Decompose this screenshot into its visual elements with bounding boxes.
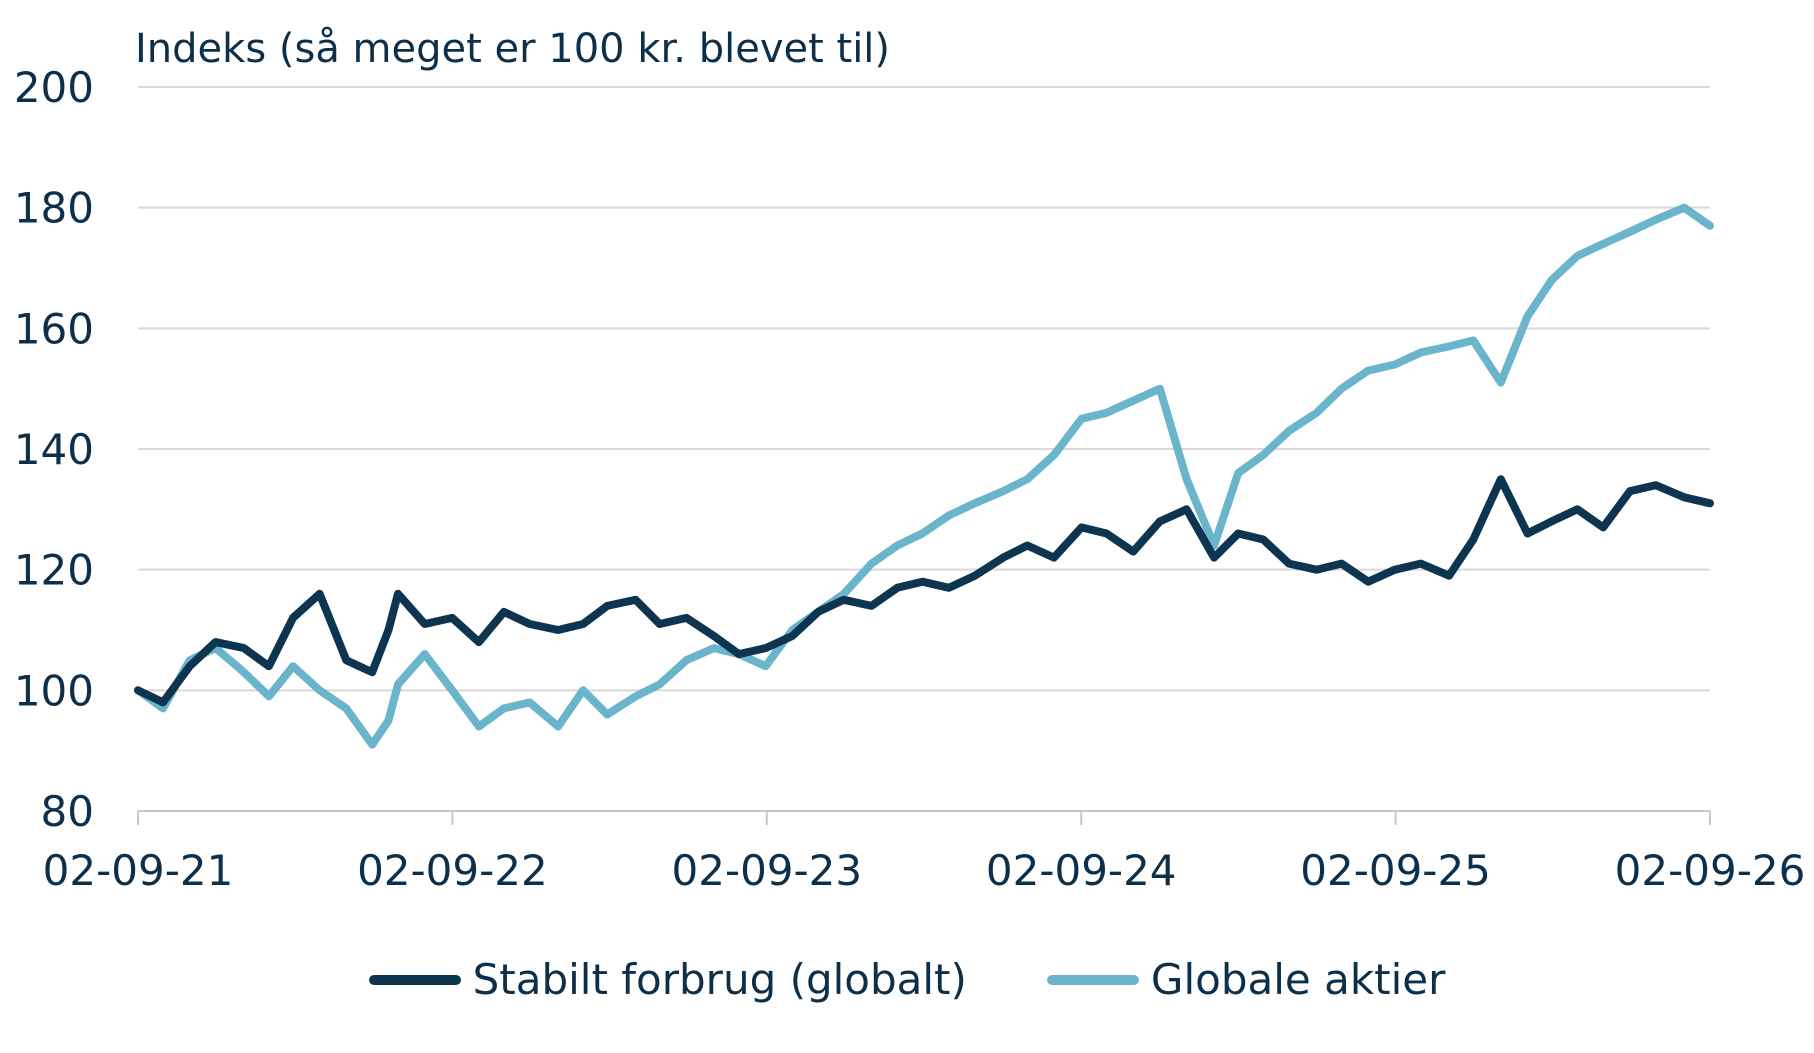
- series-line-globale-aktier: [134, 203, 1714, 749]
- gridlines: [138, 86, 1710, 692]
- legend-label: Globale aktier: [1150, 955, 1446, 1004]
- series-line-stabilt-forbrug: [134, 475, 1714, 707]
- chart-title: Indeks (så meget er 100 kr. blevet til): [135, 26, 890, 72]
- series-lines: [134, 203, 1714, 749]
- legend-swatch: [368, 974, 461, 985]
- legend-label: Stabilt forbrug (globalt): [472, 955, 967, 1004]
- x-axis: 02-09-21 02-09-22 02-09-23 02-09-24 02-09-25…: [43, 810, 1806, 895]
- x-tick-label: 02-09-26: [1615, 846, 1806, 895]
- y-tick-label: 140: [14, 425, 94, 474]
- x-tick-label: 02-09-21: [43, 846, 234, 895]
- x-tick-label: 02-09-24: [986, 846, 1177, 895]
- legend-swatch: [1046, 974, 1139, 985]
- x-tick-label: 02-09-22: [357, 846, 548, 895]
- y-tick-label: 180: [14, 184, 94, 233]
- legend-item-stabilt-forbrug: Stabilt forbrug (globalt): [368, 955, 967, 1004]
- legend-item-globale-aktier: Globale aktier: [1046, 955, 1446, 1004]
- y-axis-ticks: 80 100 120 140 160 180 200: [14, 63, 94, 836]
- y-tick-label: 100: [14, 666, 94, 715]
- x-tick-label: 02-09-23: [671, 846, 862, 895]
- y-tick-label: 80: [41, 787, 94, 836]
- legend: Stabilt forbrug (globalt) Globale aktier: [0, 955, 1814, 1004]
- y-tick-label: 160: [14, 304, 94, 353]
- x-tick-label: 02-09-25: [1300, 846, 1491, 895]
- y-tick-label: 120: [14, 546, 94, 595]
- y-tick-label: 200: [14, 63, 94, 112]
